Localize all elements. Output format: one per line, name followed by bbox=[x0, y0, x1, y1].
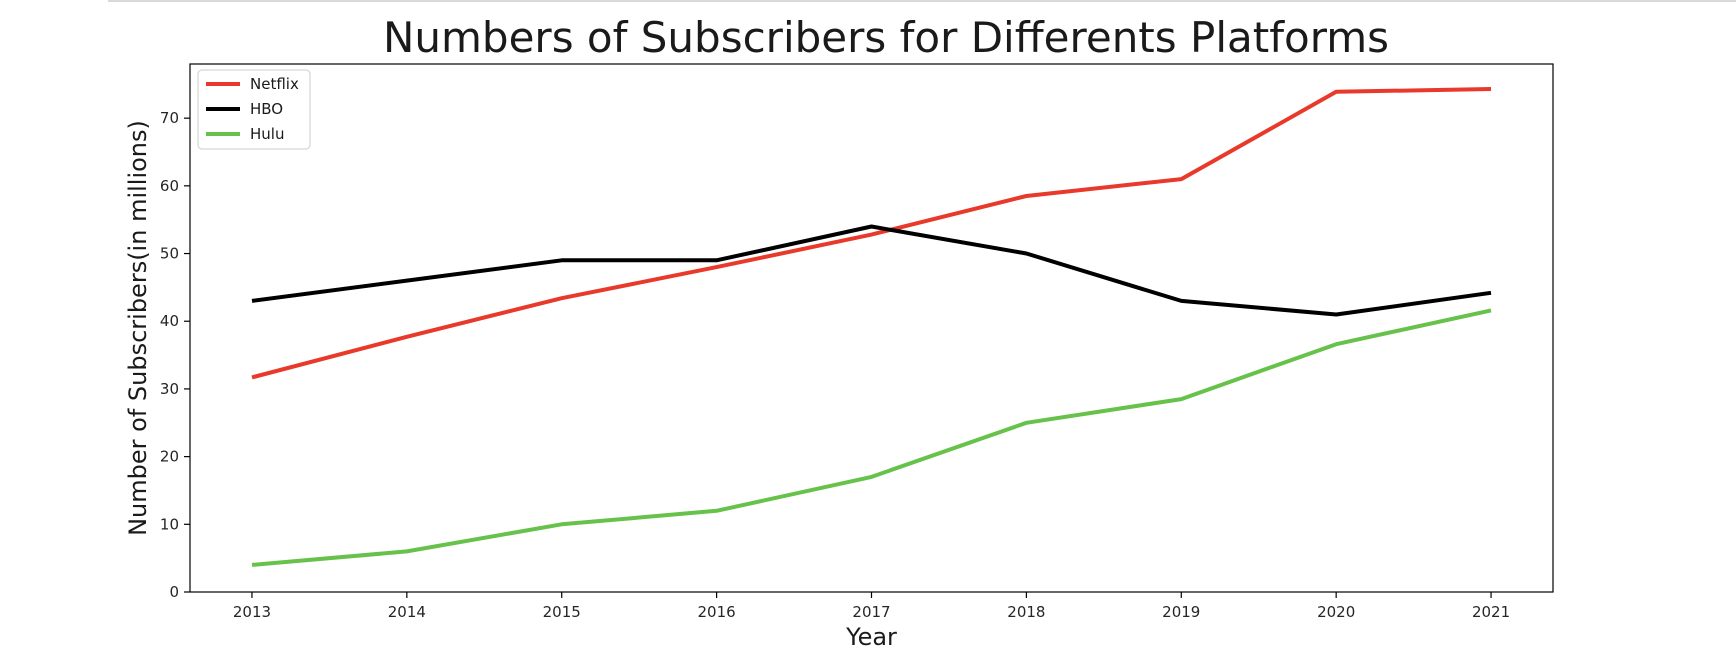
y-tick-label: 20 bbox=[160, 448, 179, 466]
series-line-hbo bbox=[251, 224, 1492, 317]
y-tick-label: 30 bbox=[160, 380, 179, 398]
series-lines bbox=[251, 87, 1492, 567]
y-axis-title: Number of Subscribers(in millions) bbox=[124, 120, 152, 536]
series-line-hulu bbox=[251, 308, 1492, 567]
x-tick-label: 2021 bbox=[1472, 603, 1510, 621]
x-tick-label: 2015 bbox=[543, 603, 581, 621]
top-divider bbox=[108, 0, 1736, 2]
x-axis-title: Year bbox=[845, 623, 897, 651]
y-tick-label: 0 bbox=[169, 583, 179, 601]
x-tick-label: 2019 bbox=[1162, 603, 1200, 621]
x-tick-label: 2018 bbox=[1007, 603, 1045, 621]
series-line-netflix bbox=[251, 87, 1492, 380]
x-tick-label: 2016 bbox=[698, 603, 736, 621]
x-tick-label: 2017 bbox=[852, 603, 890, 621]
chart-title: Numbers of Subscribers for Differents Pl… bbox=[383, 13, 1389, 62]
axes: 2013 2014 2015 2016 2017 2018 2019 2020 2021 0 10 2… bbox=[160, 63, 1554, 621]
legend-label-hbo: HBO bbox=[250, 100, 283, 118]
x-tick-label: 2013 bbox=[233, 603, 271, 621]
y-tick-label: 40 bbox=[160, 312, 179, 330]
x-tick-label: 2020 bbox=[1317, 603, 1355, 621]
legend: Netflix HBO Hulu bbox=[197, 69, 311, 150]
legend-box bbox=[197, 69, 311, 150]
y-tick-label: 10 bbox=[160, 515, 179, 533]
legend-label-hulu: Hulu bbox=[250, 125, 284, 143]
plot-frame bbox=[189, 63, 1554, 593]
legend-label-netflix: Netflix bbox=[250, 75, 299, 93]
x-tick-label: 2014 bbox=[388, 603, 426, 621]
y-tick-label: 60 bbox=[160, 177, 179, 195]
y-tick-label: 70 bbox=[160, 109, 179, 127]
y-tick-label: 50 bbox=[160, 245, 179, 263]
